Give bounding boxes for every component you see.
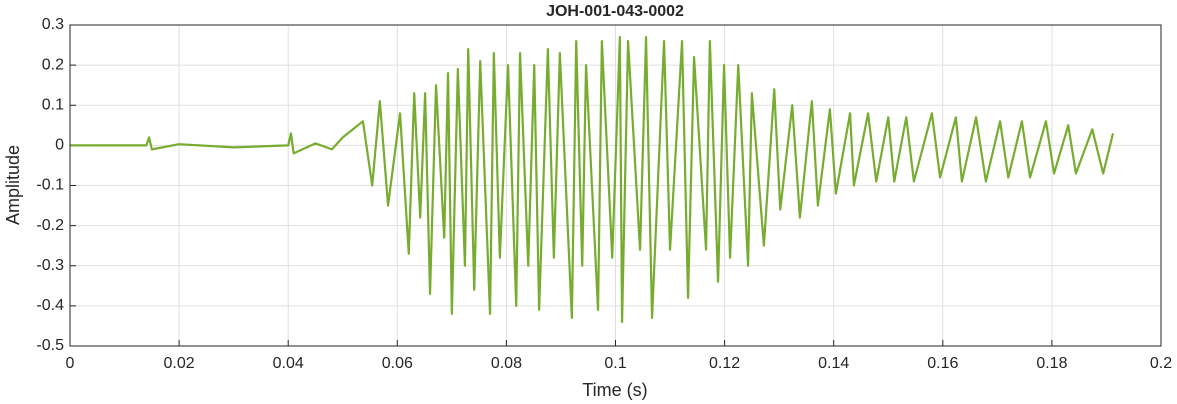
x-axis-label: Time (s)	[582, 380, 647, 400]
x-tick-label: 0.06	[382, 355, 413, 372]
y-axis-label: Amplitude	[3, 145, 23, 225]
y-tick-label: -0.5	[36, 337, 64, 354]
x-tick-label: 0.04	[273, 355, 304, 372]
y-tick-label: -0.2	[36, 217, 64, 234]
x-tick-label: 0.12	[709, 355, 740, 372]
y-tick-label: 0.1	[42, 96, 64, 113]
plot-frame	[69, 24, 1162, 347]
x-tick-label: 0.14	[818, 355, 849, 372]
y-tick-label: 0	[55, 137, 64, 154]
y-tick-label: 0.2	[42, 56, 64, 73]
x-tick-label: 0.16	[927, 355, 958, 372]
y-tick-label: 0.3	[42, 16, 64, 33]
x-tick-label: 0.02	[164, 355, 195, 372]
y-tick-label: -0.1	[36, 177, 64, 194]
y-tick-label: -0.3	[36, 257, 64, 274]
x-tick-label: 0.18	[1036, 355, 1067, 372]
x-tick-label: 0	[66, 355, 75, 372]
x-tick-label: 0.1	[604, 355, 626, 372]
x-tick-label: 0.08	[491, 355, 522, 372]
x-tick-label: 0.2	[1150, 355, 1172, 372]
y-tick-label: -0.4	[36, 297, 64, 314]
waveform	[70, 35, 1115, 324]
chart-title: JOH-001-043-0002	[546, 3, 684, 20]
